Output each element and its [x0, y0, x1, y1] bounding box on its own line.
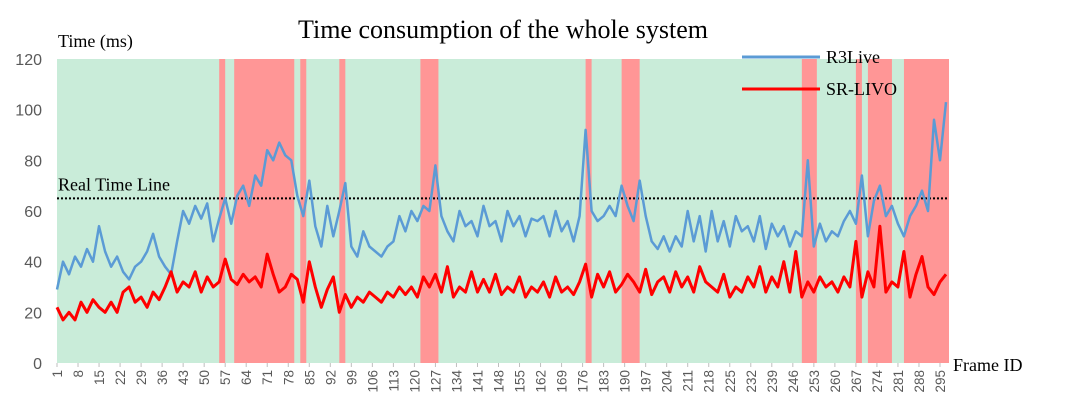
y-tick-label: 80 [24, 153, 42, 170]
highlight-region [903, 59, 949, 363]
x-tick-label: 197 [639, 370, 654, 393]
x-tick-label: 281 [891, 370, 906, 393]
x-tick-label: 260 [828, 370, 843, 393]
x-tick-label: 274 [870, 370, 885, 393]
highlight-region [234, 59, 295, 363]
x-tick-label: 176 [576, 370, 591, 393]
series-group [55, 101, 948, 322]
x-tick-label: 141 [470, 370, 485, 393]
x-tick-label: 225 [723, 370, 738, 393]
x-tick-label: 78 [281, 370, 296, 385]
x-axis-label: Frame ID [953, 355, 1022, 375]
x-tick-label: 204 [660, 370, 675, 393]
x-tick-label: 295 [933, 370, 948, 393]
reference-line-label: Real Time Line [58, 174, 170, 194]
legend: R3Live SR-LIVO [742, 47, 897, 99]
chart-title: Time consumption of the whole system [298, 15, 708, 44]
x-tick-label: 43 [176, 370, 191, 385]
x-tick-label: 57 [218, 370, 233, 385]
highlight-region [339, 59, 346, 363]
y-tick-label: 100 [15, 103, 42, 120]
x-tick-label: 36 [155, 370, 170, 385]
x-tick-label: 113 [386, 370, 401, 392]
x-tick-label: 155 [513, 370, 528, 393]
x-tick-label: 1 [50, 370, 65, 378]
background-regions [57, 59, 949, 363]
x-tick-label: 134 [449, 370, 464, 393]
legend-label-r3live: R3Live [826, 47, 880, 67]
x-tick-label: 239 [765, 370, 780, 393]
x-tick-label: 50 [197, 370, 212, 385]
x-tick-label: 71 [260, 370, 275, 385]
plot-background [57, 59, 949, 363]
y-axis-label: Time (ms) [58, 31, 133, 52]
x-tick-label: 22 [113, 370, 128, 385]
highlight-region [585, 59, 592, 363]
series-line-r3live [55, 101, 948, 290]
series-line-sr-livo [55, 224, 948, 322]
x-tick-label: 127 [428, 370, 443, 393]
x-tick-label: 162 [534, 370, 549, 393]
x-tick-label: 253 [807, 370, 822, 393]
y-tick-label: 120 [15, 52, 42, 69]
x-tick-label: 288 [912, 370, 927, 393]
reference-line-group: Real Time Line [57, 174, 949, 200]
x-tick-label: 190 [618, 370, 633, 393]
x-tick-label: 106 [365, 370, 380, 393]
x-tick-label: 29 [134, 370, 149, 385]
x-tick-label: 267 [849, 370, 864, 393]
x-tick-label: 8 [71, 370, 86, 378]
x-tick-label: 120 [407, 370, 422, 393]
y-tick-label: 60 [24, 204, 42, 221]
x-tick-label: 183 [597, 370, 612, 393]
y-tick-label: 20 [24, 305, 42, 322]
y-tick-label: 40 [24, 255, 42, 272]
x-tick-label: 148 [491, 370, 506, 393]
x-tick-label: 15 [92, 370, 107, 385]
x-tick-label: 211 [681, 370, 696, 392]
x-tick-label: 64 [239, 370, 254, 386]
x-tick-label: 246 [786, 370, 801, 393]
x-tick-label: 169 [555, 370, 570, 393]
y-tick-label: 0 [33, 356, 42, 373]
x-tick-label: 99 [344, 370, 359, 385]
legend-label-sr-livo: SR-LIVO [826, 79, 897, 99]
highlight-region [855, 59, 862, 363]
x-tick-label: 92 [323, 370, 338, 385]
x-tick-label: 85 [302, 370, 317, 385]
x-tick-label: 232 [744, 370, 759, 393]
axes: 0 20 40 60 80 100 120 1 8 15 22 29 36 43 50 57 64 71 78 85 9… [15, 52, 948, 393]
x-tick-label: 218 [702, 370, 717, 393]
